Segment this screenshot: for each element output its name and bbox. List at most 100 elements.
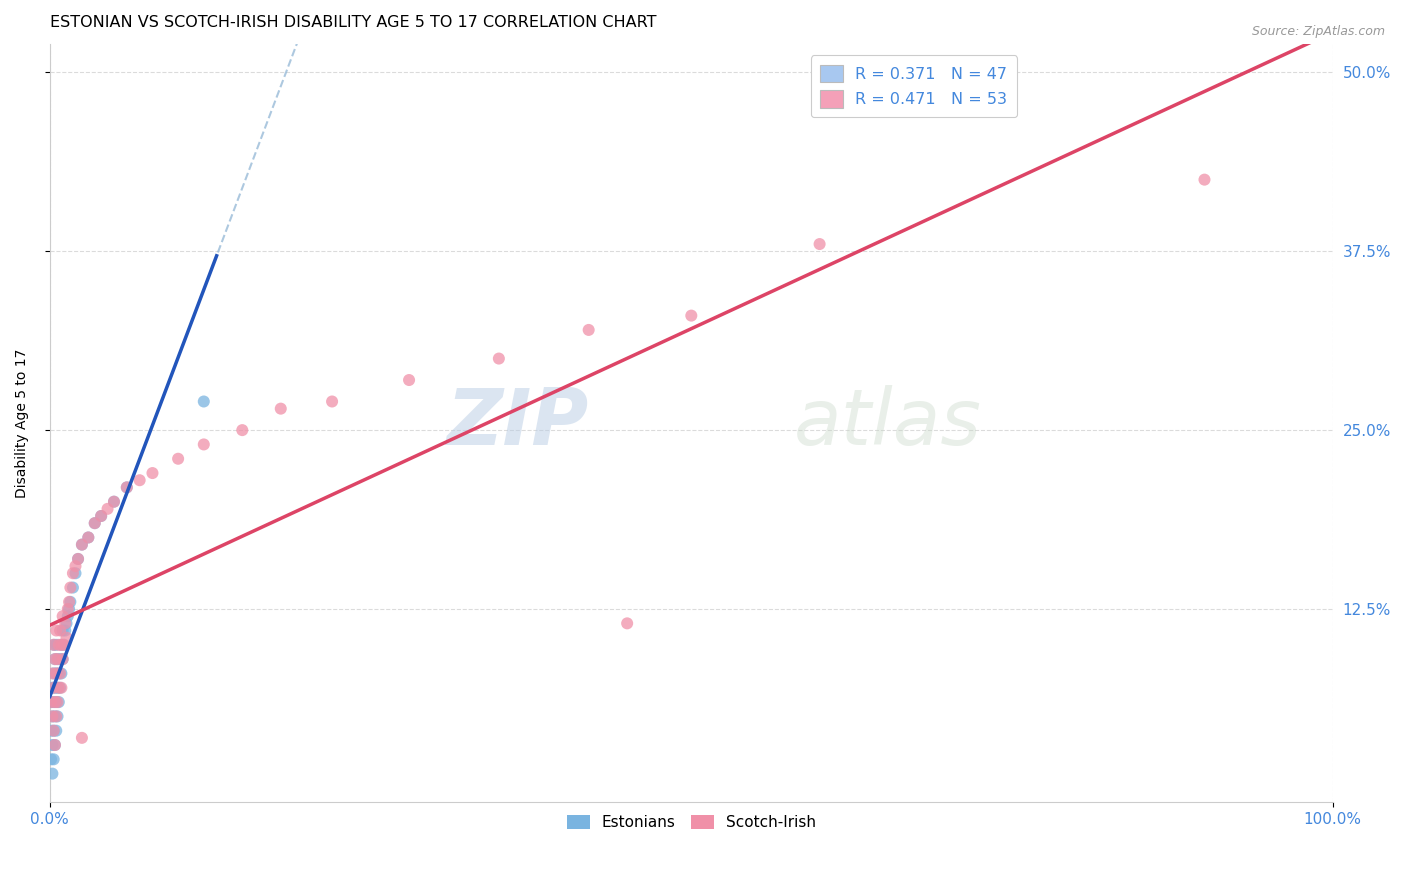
Point (90, 508, 112, 523)
Point (70, 538, 93, 552)
Point (62, 581, 84, 595)
Point (39, 695, 62, 709)
Point (42, 723, 65, 738)
Point (44, 738, 66, 752)
Point (39, 752, 62, 766)
Point (51, 681, 73, 695)
Point (48, 638, 70, 652)
Point (51, 666, 73, 681)
Point (52, 609, 75, 624)
Legend: Estonians, Scotch-Irish: Estonians, Scotch-Irish (561, 809, 823, 837)
Point (488, 351, 510, 366)
Point (55, 631, 77, 645)
Point (44, 681, 66, 695)
Point (56, 609, 79, 624)
Point (231, 423, 253, 437)
Point (45, 695, 67, 709)
Y-axis label: Disability Age 5 to 17: Disability Age 5 to 17 (15, 348, 30, 498)
Point (65, 559, 87, 574)
Point (398, 373, 420, 387)
Point (193, 437, 215, 451)
Point (46, 695, 69, 709)
Point (46, 652, 69, 666)
Point (59, 581, 82, 595)
Point (49, 681, 72, 695)
Point (70, 731, 93, 745)
Text: Source: ZipAtlas.com: Source: ZipAtlas.com (1251, 25, 1385, 38)
Point (681, 309, 703, 323)
Point (44, 709, 66, 723)
Point (67, 552, 90, 566)
Point (46, 709, 69, 723)
Point (45, 638, 67, 652)
Point (52, 638, 75, 652)
Point (42, 681, 65, 695)
Point (90, 508, 112, 523)
Point (103, 494, 125, 508)
Point (115, 480, 138, 494)
Point (42, 723, 65, 738)
Point (44, 738, 66, 752)
Point (42, 752, 65, 766)
Point (44, 652, 66, 666)
Point (46, 652, 69, 666)
Point (46, 681, 69, 695)
Point (42, 638, 65, 652)
Point (49, 624, 72, 638)
Point (52, 638, 75, 652)
Point (41, 681, 63, 695)
Point (42, 638, 65, 652)
Point (55, 616, 77, 631)
Point (808, 237, 831, 252)
Point (321, 394, 343, 409)
Point (53, 616, 76, 631)
Point (103, 494, 125, 508)
Point (49, 652, 72, 666)
Point (1194, 172, 1216, 186)
Text: ESTONIAN VS SCOTCH-IRISH DISABILITY AGE 5 TO 17 CORRELATION CHART: ESTONIAN VS SCOTCH-IRISH DISABILITY AGE … (49, 15, 657, 30)
Point (41, 766, 63, 780)
Text: ZIP: ZIP (447, 385, 589, 461)
Point (41, 709, 63, 723)
Point (578, 323, 600, 337)
Point (49, 666, 72, 681)
Point (52, 652, 75, 666)
Point (45, 624, 67, 638)
Point (41, 709, 63, 723)
Text: atlas: atlas (794, 385, 981, 461)
Point (616, 616, 638, 631)
Point (65, 566, 87, 581)
Point (77, 531, 100, 545)
Point (128, 473, 150, 487)
Point (77, 531, 100, 545)
Point (115, 480, 138, 494)
Point (41, 738, 63, 752)
Point (270, 401, 292, 416)
Point (45, 666, 67, 681)
Point (83, 516, 105, 530)
Point (52, 652, 75, 666)
Point (44, 652, 66, 666)
Point (83, 516, 105, 530)
Point (42, 666, 65, 681)
Point (56, 602, 79, 616)
Point (62, 566, 84, 581)
Point (45, 723, 67, 738)
Point (51, 638, 73, 652)
Point (193, 394, 215, 409)
Point (167, 451, 190, 466)
Point (48, 681, 70, 695)
Point (59, 595, 82, 609)
Point (48, 666, 70, 681)
Point (39, 723, 62, 738)
Point (97, 501, 120, 516)
Point (39, 695, 62, 709)
Point (48, 695, 70, 709)
Point (51, 638, 73, 652)
Point (52, 624, 75, 638)
Point (44, 695, 66, 709)
Point (58, 595, 80, 609)
Point (67, 552, 90, 566)
Point (45, 709, 67, 723)
Point (141, 466, 163, 480)
